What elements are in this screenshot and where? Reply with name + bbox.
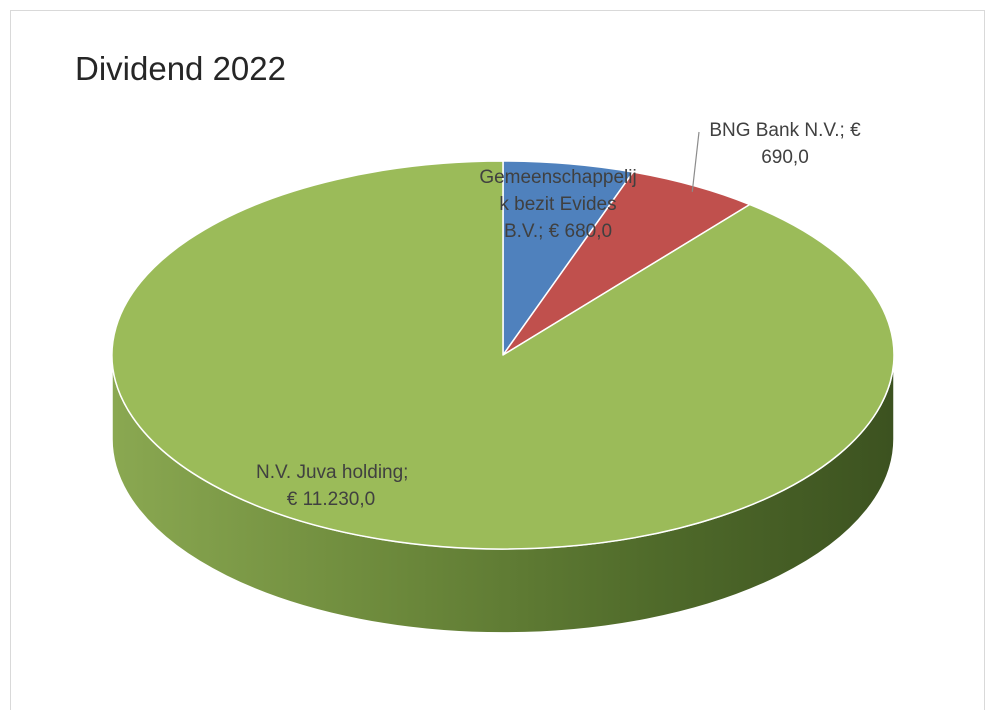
pie-slice-evides — [502, 160, 634, 356]
data-label-evides-line-1: Gemeenschappelij — [479, 167, 637, 188]
data-label-juva-line-1: N.V. Juva holding; — [256, 462, 409, 483]
data-label-evides: Gemeenschappelij k bezit Evides B.V.; € … — [472, 164, 644, 245]
data-label-juva: N.V. Juva holding; € 11.230,0 — [256, 459, 409, 513]
chart-title: Dividend 2022 — [75, 50, 286, 87]
data-label-bng-line-2: 690,0 — [761, 147, 809, 168]
data-label-juva-line-2: € 11.230,0 — [286, 489, 376, 510]
leader-line — [691, 131, 700, 192]
pie-slice-bng — [502, 171, 751, 356]
data-label-bng-line-1: BNG Bank N.V.; € — [709, 120, 861, 141]
data-label-bng: BNG Bank N.V.; € 690,0 — [697, 117, 873, 171]
pie-slice-juva — [111, 160, 895, 550]
data-label-evides-line-3: B.V.; € 680,0 — [503, 221, 613, 242]
data-label-evides-line-2: k bezit Evides — [499, 194, 617, 215]
